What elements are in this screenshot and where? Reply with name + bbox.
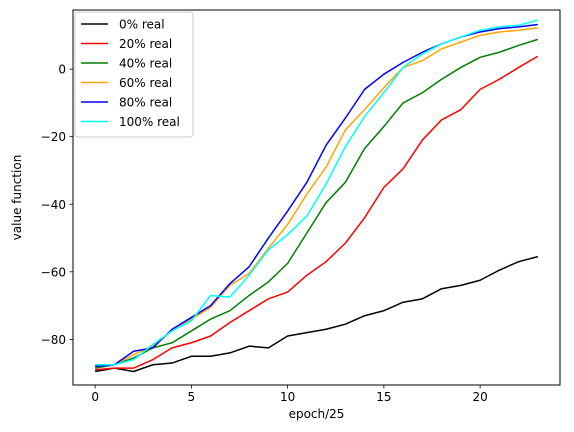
plot-frame <box>72 9 561 386</box>
legend-label: 40% real <box>119 57 172 71</box>
y-axis-ticks: −80 −60 −40 −20 0 <box>41 63 73 347</box>
series-line-0 <box>95 255 539 373</box>
series-lines <box>95 19 539 373</box>
series-line-5 <box>95 19 539 366</box>
series-line-2 <box>95 38 539 369</box>
legend-label: 100% real <box>119 115 180 129</box>
x-tick-label: 20 <box>472 390 487 404</box>
x-axis-ticks: 0 5 10 15 20 <box>91 385 488 404</box>
y-tick-label: 0 <box>58 63 66 77</box>
legend: 0% real 20% real 40% real 60% real 80% real 1… <box>74 11 194 138</box>
legend-label: 20% real <box>119 37 172 51</box>
y-axis-label: value function <box>10 155 24 241</box>
y-tick-label: −80 <box>41 333 66 347</box>
y-tick-label: −20 <box>41 130 66 144</box>
legend-label: 80% real <box>119 96 172 110</box>
x-tick-label: 10 <box>280 390 295 404</box>
y-tick-label: −60 <box>41 265 66 279</box>
x-axis-label: epoch/25 <box>289 407 345 421</box>
y-tick-label: −40 <box>41 198 66 212</box>
legend-label: 60% real <box>119 76 172 90</box>
series-line-1 <box>95 55 539 371</box>
x-tick-label: 15 <box>376 390 391 404</box>
x-tick-label: 0 <box>91 390 99 404</box>
legend-label: 0% real <box>119 18 165 32</box>
x-tick-label: 5 <box>188 390 196 404</box>
